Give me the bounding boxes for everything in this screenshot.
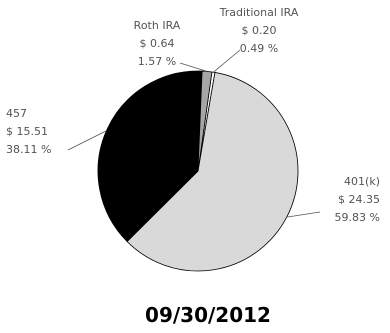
label-401k-name: 401(k) (344, 175, 380, 188)
pie-slice-457 (97, 70, 203, 243)
label-roth-ira-name: Roth IRA (134, 19, 181, 32)
label-457-name: 457 (6, 107, 27, 120)
label-traditional-ira: Traditional IRA $ 0.20 0.49 % (219, 6, 299, 55)
label-457: 457 $ 15.51 38.11 % (6, 107, 51, 156)
leader-line-traditional-ira (213, 49, 241, 73)
label-roth-ira-percent: 1.57 % (138, 55, 176, 68)
leader-line-roth-ira (179, 62, 208, 72)
leader-lines (67, 49, 321, 218)
label-traditional-ira-name: Traditional IRA (219, 6, 299, 19)
label-401k-percent: 59.83 % (335, 211, 380, 224)
label-457-percent: 38.11 % (6, 143, 51, 156)
leader-line-401-k (286, 211, 321, 218)
chart-title: 09/30/2012 (145, 303, 271, 327)
label-roth-ira-amount: $ 0.64 (140, 37, 175, 50)
label-401k-amount: $ 24.35 (338, 193, 380, 206)
label-401k: 401(k) $ 24.35 59.83 % (335, 175, 380, 224)
label-roth-ira: Roth IRA $ 0.64 1.57 % (134, 19, 181, 68)
label-traditional-ira-amount: $ 0.20 (242, 24, 277, 37)
pie-slices (97, 70, 299, 272)
label-traditional-ira-percent: 0.49 % (240, 42, 278, 55)
leader-line-457 (67, 130, 107, 151)
label-457-amount: $ 15.51 (6, 125, 48, 138)
